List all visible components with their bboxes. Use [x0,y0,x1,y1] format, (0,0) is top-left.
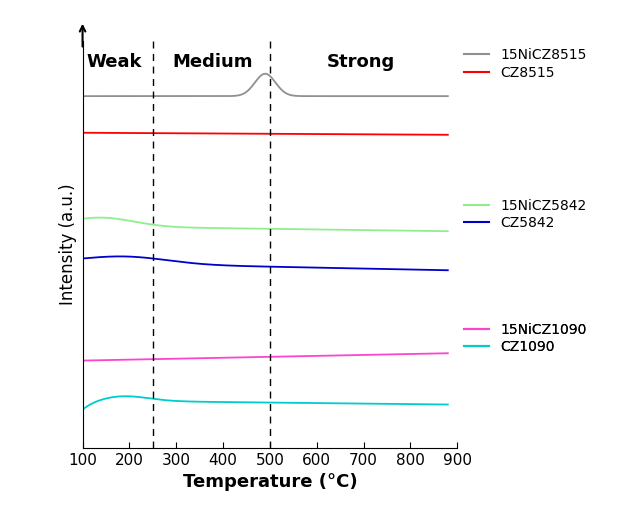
15NiCZ5842 [116,216,124,222]
15NiCZ1090 [370,352,378,358]
Line: CZ1090: CZ1090 [83,396,448,409]
CZ8515 [227,130,234,136]
15NiCZ1090 [227,354,234,360]
15NiCZ5842 [240,226,248,232]
15NiCZ1090 [364,352,371,358]
CZ8515 [79,130,86,136]
CZ5842 [116,253,124,260]
15NiCZ1090 [330,352,337,358]
CZ1090 [227,399,234,405]
CZ8515 [116,130,124,136]
15NiCZ1090 [116,357,124,363]
Line: 15NiCZ5842: 15NiCZ5842 [83,218,448,231]
CZ1090 [364,401,371,407]
15NiCZ5842 [364,227,371,233]
CZ8515 [444,132,451,138]
CZ1090 [240,399,248,405]
Line: 15NiCZ8515: 15NiCZ8515 [83,74,448,96]
CZ5842 [330,265,338,271]
15NiCZ8515 [79,93,86,99]
15NiCZ1090 [79,357,86,364]
CZ5842 [227,263,234,269]
15NiCZ8515 [227,93,234,99]
CZ1090 [79,406,86,413]
Text: Weak: Weak [86,54,142,72]
CZ8515 [370,131,378,138]
15NiCZ5842 [227,225,234,231]
15NiCZ8515 [364,93,371,99]
15NiCZ8515 [116,93,124,99]
CZ5842 [364,266,371,272]
15NiCZ5842 [371,227,378,233]
CZ5842 [79,255,86,262]
CZ1090 [122,393,130,399]
CZ8515 [239,130,247,136]
CZ1090 [116,393,124,400]
15NiCZ8515 [261,71,269,77]
Text: Medium: Medium [172,54,253,72]
CZ5842 [240,263,248,269]
Line: CZ8515: CZ8515 [83,133,448,135]
X-axis label: Temperature (°C): Temperature (°C) [183,473,357,491]
15NiCZ8515 [371,93,378,99]
15NiCZ5842 [330,227,338,233]
CZ8515 [364,131,371,138]
Legend: 15NiCZ1090, CZ1090: 15NiCZ1090, CZ1090 [464,323,587,354]
15NiCZ8515 [330,93,338,99]
CZ5842 [116,253,124,260]
Text: Strong: Strong [327,54,395,72]
15NiCZ1090 [444,350,451,356]
CZ5842 [371,266,378,272]
15NiCZ5842 [79,216,86,222]
CZ5842 [444,267,451,273]
CZ8515 [330,131,337,137]
15NiCZ8515 [444,93,451,99]
15NiCZ5842 [444,228,451,234]
CZ1090 [371,401,378,407]
Line: CZ5842: CZ5842 [83,256,448,270]
15NiCZ1090 [239,354,247,360]
15NiCZ8515 [239,91,247,97]
Line: 15NiCZ1090: 15NiCZ1090 [83,353,448,360]
CZ1090 [444,401,451,407]
15NiCZ5842 [96,215,104,221]
CZ1090 [330,400,338,406]
Y-axis label: Intensity (a.u.): Intensity (a.u.) [59,184,77,305]
